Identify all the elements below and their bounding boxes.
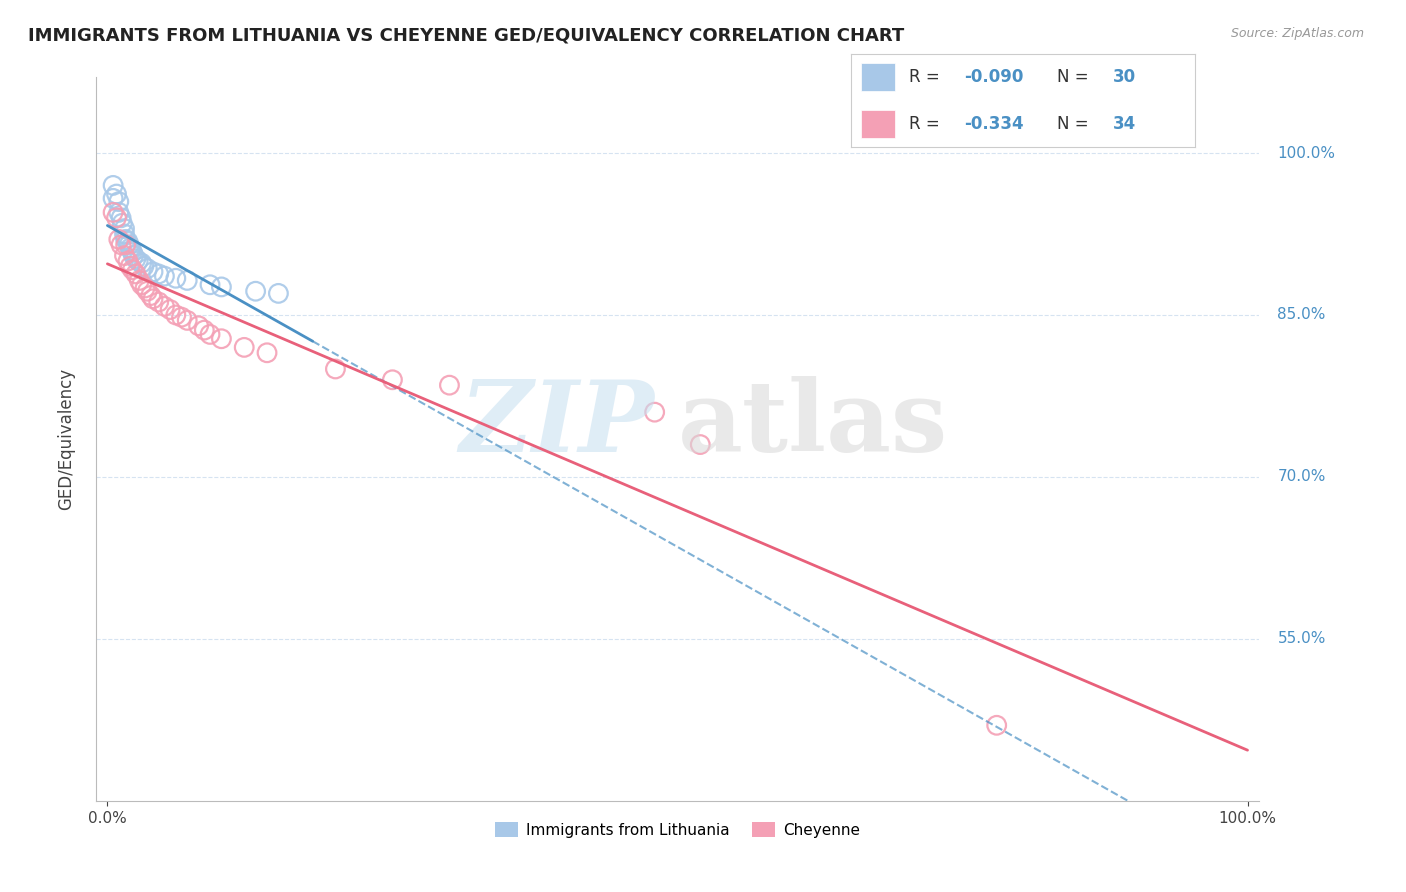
Point xyxy=(121,245,143,260)
Text: 70.0%: 70.0% xyxy=(1278,469,1326,484)
Text: 85.0%: 85.0% xyxy=(1278,308,1326,323)
Point xyxy=(110,211,132,225)
Point xyxy=(118,237,141,252)
Point xyxy=(108,205,131,219)
Point xyxy=(165,308,187,322)
Point xyxy=(153,269,176,284)
Point xyxy=(120,243,142,257)
Text: R =: R = xyxy=(910,68,945,86)
Point xyxy=(439,378,461,392)
Point xyxy=(187,318,209,333)
Point xyxy=(101,178,124,193)
Point xyxy=(105,187,128,202)
Point xyxy=(325,362,347,376)
Point xyxy=(176,273,198,287)
Point xyxy=(176,313,198,327)
Point xyxy=(127,254,149,268)
Text: IMMIGRANTS FROM LITHUANIA VS CHEYENNE GED/EQUIVALENCY CORRELATION CHART: IMMIGRANTS FROM LITHUANIA VS CHEYENNE GE… xyxy=(28,27,904,45)
Point xyxy=(101,191,124,205)
Text: Source: ZipAtlas.com: Source: ZipAtlas.com xyxy=(1230,27,1364,40)
Text: 30: 30 xyxy=(1112,68,1136,86)
Text: 34: 34 xyxy=(1112,115,1136,133)
Text: R =: R = xyxy=(910,115,945,133)
Point xyxy=(245,284,267,298)
Point xyxy=(114,232,136,246)
Point xyxy=(117,254,139,268)
Point xyxy=(209,332,232,346)
Point xyxy=(125,252,148,266)
Point xyxy=(114,227,136,241)
Text: N =: N = xyxy=(1057,115,1094,133)
Point xyxy=(148,267,170,281)
Point xyxy=(170,310,193,325)
Text: N =: N = xyxy=(1057,68,1094,86)
Point xyxy=(101,205,124,219)
Point xyxy=(644,405,666,419)
Bar xyxy=(860,110,896,138)
Point xyxy=(136,284,159,298)
Point xyxy=(136,261,159,276)
Point xyxy=(128,273,150,287)
Point xyxy=(132,260,155,274)
Point xyxy=(121,262,143,277)
Point xyxy=(105,211,128,225)
Point xyxy=(134,281,156,295)
Text: -0.334: -0.334 xyxy=(965,115,1024,133)
Point xyxy=(114,237,136,252)
Point xyxy=(153,299,176,313)
Point xyxy=(689,437,711,451)
Point xyxy=(159,302,181,317)
Text: -0.090: -0.090 xyxy=(965,68,1024,86)
Point xyxy=(108,194,131,209)
Point xyxy=(111,216,134,230)
Bar xyxy=(860,63,896,91)
Text: 100.0%: 100.0% xyxy=(1278,145,1336,161)
Point xyxy=(381,373,404,387)
Point xyxy=(120,241,142,255)
Point xyxy=(165,271,187,285)
Point xyxy=(198,277,221,292)
Point xyxy=(108,232,131,246)
Point xyxy=(114,221,136,235)
Point xyxy=(986,718,1008,732)
Point xyxy=(120,260,142,274)
Y-axis label: GED/Equivalency: GED/Equivalency xyxy=(58,368,75,510)
Point xyxy=(125,267,148,281)
Text: atlas: atlas xyxy=(678,376,948,473)
Legend: Immigrants from Lithuania, Cheyenne: Immigrants from Lithuania, Cheyenne xyxy=(489,815,866,844)
Point xyxy=(148,295,170,310)
Text: 55.0%: 55.0% xyxy=(1278,632,1326,647)
Point xyxy=(142,292,165,306)
Point xyxy=(209,280,232,294)
Point xyxy=(139,288,162,302)
Point xyxy=(122,249,145,263)
Point xyxy=(198,327,221,342)
Point xyxy=(114,249,136,263)
Text: ZIP: ZIP xyxy=(460,376,654,473)
Point xyxy=(131,256,153,270)
Point xyxy=(267,286,290,301)
Point xyxy=(117,235,139,249)
Point xyxy=(193,323,215,337)
Point xyxy=(142,265,165,279)
Point xyxy=(256,345,278,359)
Point xyxy=(110,237,132,252)
Point xyxy=(131,277,153,292)
Point xyxy=(233,340,256,354)
